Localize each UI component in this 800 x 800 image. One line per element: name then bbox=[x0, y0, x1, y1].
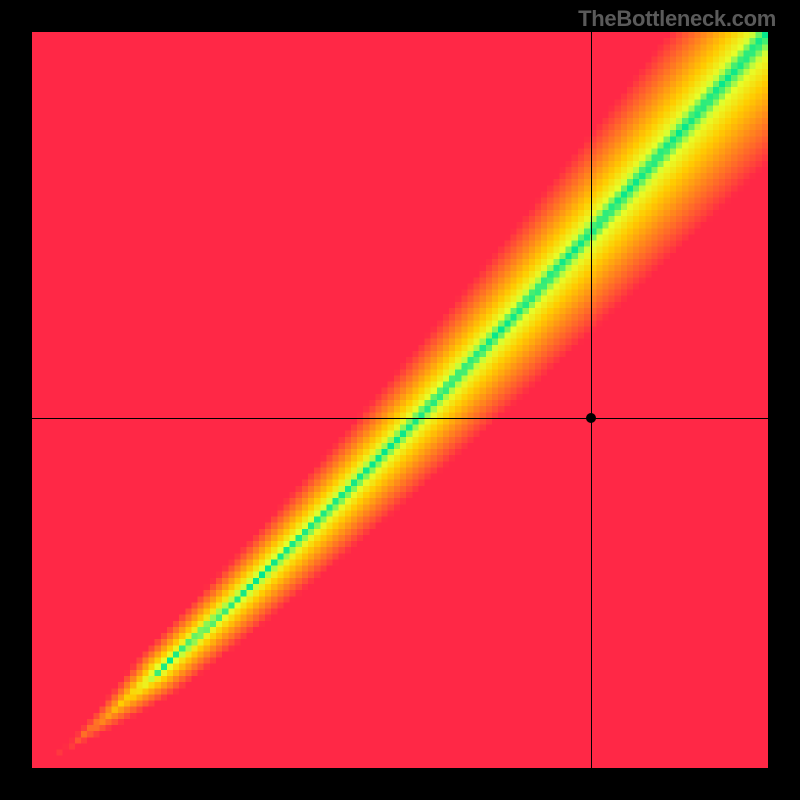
plot-area bbox=[32, 32, 768, 768]
crosshair-horizontal bbox=[32, 418, 768, 419]
watermark-text: TheBottleneck.com bbox=[578, 6, 776, 32]
crosshair-marker bbox=[586, 413, 596, 423]
bottleneck-heatmap bbox=[32, 32, 768, 768]
crosshair-vertical bbox=[591, 32, 592, 768]
